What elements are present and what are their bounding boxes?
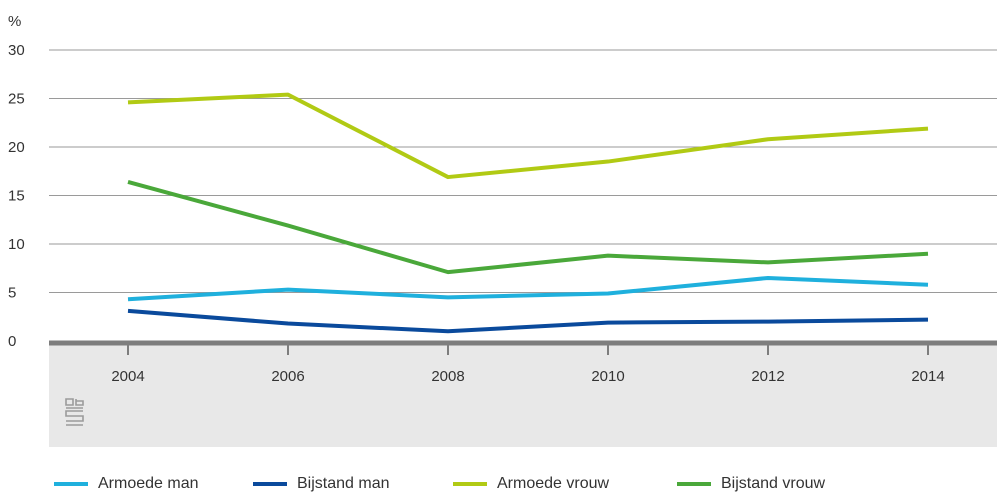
series-line-armoede-vrouw	[127, 92, 929, 180]
legend-label: Armoede vrouw	[497, 475, 610, 492]
legend: Armoede man Bijstand man Armoede vrouw B…	[0, 473, 997, 495]
series-line-bijstand-man	[127, 308, 929, 334]
x-tick-label: 2006	[271, 368, 304, 385]
x-tick-label: 2012	[751, 368, 784, 385]
series-line-armoede-man	[127, 275, 929, 302]
legend-swatch	[253, 482, 287, 486]
legend-swatch	[677, 482, 711, 486]
x-axis-ticks: 2004 2006 2008 2010 2012 2014	[111, 345, 945, 385]
y-tick-label: 5	[8, 285, 16, 302]
y-tick-label: 20	[8, 139, 25, 156]
legend-swatch	[453, 482, 487, 486]
y-tick-label: 30	[8, 42, 25, 59]
x-axis-band	[49, 343, 997, 447]
y-axis-title: %	[8, 13, 21, 30]
y-axis-labels: 0 5 10 15 20 25 30	[8, 42, 25, 350]
legend-item-armoede-vrouw: Armoede vrouw	[453, 473, 609, 495]
y-tick-label: 0	[8, 333, 16, 350]
y-tick-label: 25	[8, 91, 25, 108]
cbs-logo-icon	[65, 398, 84, 426]
legend-label: Bijstand man	[297, 475, 390, 492]
legend-item-armoede-man: Armoede man	[54, 473, 199, 495]
series-lines	[127, 92, 929, 334]
x-tick-label: 2014	[911, 368, 944, 385]
x-tick-label: 2004	[111, 368, 144, 385]
x-tick-label: 2010	[591, 368, 624, 385]
x-tick-label: 2008	[431, 368, 464, 385]
legend-swatch	[54, 482, 88, 486]
y-tick-label: 15	[8, 188, 25, 205]
legend-item-bijstand-vrouw: Bijstand vrouw	[677, 473, 825, 495]
legend-label: Bijstand vrouw	[721, 475, 826, 492]
y-tick-label: 10	[8, 236, 25, 253]
legend-item-bijstand-man: Bijstand man	[253, 473, 390, 495]
legend-label: Armoede man	[98, 475, 199, 492]
series-line-bijstand-vrouw	[127, 179, 929, 275]
